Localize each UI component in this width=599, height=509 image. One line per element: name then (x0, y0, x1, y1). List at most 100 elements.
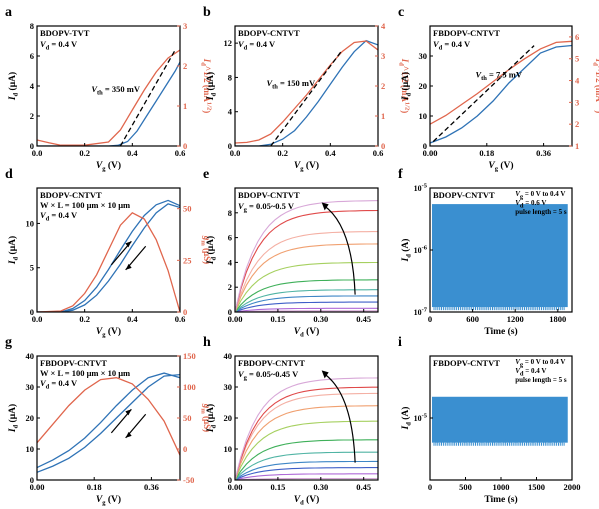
y2-tick-label-b: 3 (381, 51, 385, 61)
y-tick-label-f: 10-6​ (414, 245, 428, 256)
y-tick-label-i: 10-5​ (414, 413, 428, 424)
pulse-band-f (432, 204, 568, 308)
x-axis-label-f: Time (s) (484, 326, 517, 337)
panel-condition-h: Vg​ = 0.05~0.45 V (238, 369, 299, 382)
panel-title-h: FBDOPV-CNTVT (238, 358, 305, 368)
x-tick-label-a: 0.2 (79, 148, 90, 158)
family-curve-e-0 (235, 310, 378, 312)
y2-tick-label-c: 3 (575, 97, 579, 107)
panel-condition-d-1: Vd​ = 0.4 V (40, 210, 78, 223)
y2-tick-label-g: -50 (183, 475, 194, 485)
arrow-head-h (321, 370, 329, 379)
family-curve-e-9 (235, 209, 378, 312)
y-tick-label-c: 0 (423, 141, 427, 151)
vth-annotation-a: Vth​ = 350 mV (91, 84, 141, 97)
x-tick-label-a: 0.0 (32, 148, 43, 158)
panel-condition-f-0: Vg​ = 0 V to 0.4 V (515, 190, 565, 201)
panel-condition-i-1: Vd​ = 0.4 V (515, 367, 546, 378)
panel-e: e 0.00 0.15 0.30 0.45 0 2 4 6 8 Vd​ (V) Id​ (μA) BDO… (203, 167, 379, 339)
x-axis-label-a: Vg​ (V) (96, 160, 121, 173)
panel-condition-f-1: Vd​ = 0.6 V (515, 199, 546, 210)
y-tick-label-f: 10-7​ (414, 307, 428, 318)
y2-tick-label-a: 1 (183, 101, 187, 111)
y-tick-label-a: 6 (30, 51, 34, 61)
x-tick-label-b: 0.0 (230, 148, 241, 158)
y2-tick-label-g: 150 (183, 351, 196, 361)
y-tick-label-e: 6 (228, 233, 232, 243)
y-tick-label-h: 20 (224, 413, 233, 423)
x-axis-label-h: Vd​ (V) (294, 494, 320, 507)
arrow-e (323, 204, 356, 295)
x-tick-label-a: 0.4 (127, 148, 138, 158)
x-axis-label-b: Vg​ (V) (294, 160, 319, 173)
y2-tick-label-g: 50 (183, 413, 192, 423)
plot-area-h (235, 377, 378, 480)
y2-axis-label-a: Id​^1/2 (mA1/2​) (200, 58, 213, 113)
axes-frame-e (234, 187, 379, 313)
panel-condition-a: Vd​ = 0.4 V (40, 39, 78, 52)
x-tick-label-e: 0.00 (228, 314, 243, 324)
x-axis-label-i: Time (s) (484, 494, 517, 505)
panel-label-a: a (5, 5, 12, 20)
y-axis-label-c: Id​ (μA) (400, 72, 413, 101)
series-g-2 (37, 377, 180, 456)
panel-c: c 0.00 0.18 0.36 0 10 20 30 1 2 3 4 5 6 Id​^1/2 (mA1/2… (398, 5, 599, 173)
y-tick-label-a: 8 (30, 21, 34, 31)
x-tick-label-f: 600 (466, 314, 479, 324)
y2-tick-label-g: 100 (183, 382, 196, 392)
family-curve-e-7 (235, 243, 378, 312)
x-tick-label-c: 0.36 (536, 148, 551, 158)
arrow-head-e (321, 202, 329, 211)
y-tick-label-a: 0 (30, 141, 34, 151)
x-tick-label-e: 0.30 (313, 314, 328, 324)
family-curve-e-3 (235, 295, 378, 312)
y-tick-label-d: 10 (26, 218, 35, 228)
y-tick-label-c: 10 (419, 111, 428, 121)
panel-label-d: d (5, 167, 13, 182)
y2-tick-label-c: 6 (575, 32, 579, 42)
y-axis-label-a: Id​ (μA) (7, 72, 20, 101)
y-tick-label-e: 8 (228, 208, 232, 218)
y2-tick-label-c: 4 (575, 76, 580, 86)
vth-annotation-c: Vth​ = 7.5 mV (475, 70, 522, 83)
fit-line-b (270, 49, 343, 146)
y-tick-label-b: 8 (228, 72, 232, 82)
family-curve-e-6 (235, 261, 378, 312)
panel-f: f 0 600 1200 1800 10-7​ 10-6​ 10-5​ Time (s) Id​ … (398, 167, 573, 337)
series-b-1 (235, 40, 378, 144)
panel-condition-e: Vg​ = 0.05~0.5 V (238, 201, 295, 214)
panel-title-b: BDOPV-CNTVT (238, 28, 300, 38)
x-tick-label-d: 0.0 (32, 314, 43, 324)
x-axis-label-e: Vd​ (V) (294, 326, 320, 339)
x-tick-label-b: 0.2 (277, 148, 288, 158)
y2-tick-label-b: 4 (381, 21, 386, 31)
fit-line-c (432, 45, 535, 143)
panel-i: i 0 500 1000 1500 2000 10-5​ Time (s) Id​ (A) FBD… (398, 335, 581, 505)
panel-g: g 0.00 0.18 0.36 0 10 20 30 40 -50 0 50 100 150 gm​ (μ… (5, 335, 212, 507)
y-axis-label-e: Id​ (μA) (205, 236, 218, 265)
y2-tick-label-a: 3 (183, 21, 187, 31)
family-curve-e-1 (235, 307, 378, 312)
y-tick-label-a: 4 (30, 81, 35, 91)
series-c-0 (430, 44, 572, 144)
x-tick-label-e: 0.45 (356, 314, 371, 324)
y2-tick-label-c: 2 (575, 119, 579, 129)
panel-label-g: g (5, 335, 12, 350)
x-tick-label-g: 0.00 (30, 482, 45, 492)
plot-area-g (37, 372, 180, 473)
arrow-h (323, 372, 356, 463)
series-d-1 (37, 199, 180, 312)
x-tick-label-e: 0.15 (270, 314, 285, 324)
sweep-up-arrowhead-d (125, 241, 132, 248)
panel-condition-f-2: pulse length = 5 s (515, 208, 567, 216)
y2-axis-label-g: gm​ (μS) (200, 403, 213, 432)
x-tick-label-h: 0.30 (313, 482, 328, 492)
family-curve-h-5 (235, 439, 378, 480)
panel-condition-g-0: W × L = 100 μm × 10 μm (40, 368, 130, 378)
y-tick-label-g: 30 (26, 382, 35, 392)
y-tick-label-h: 40 (224, 351, 233, 361)
y-tick-label-c: 30 (419, 51, 428, 61)
y2-tick-label-d: 50 (183, 204, 192, 214)
y2-tick-label-d: 25 (183, 255, 192, 265)
